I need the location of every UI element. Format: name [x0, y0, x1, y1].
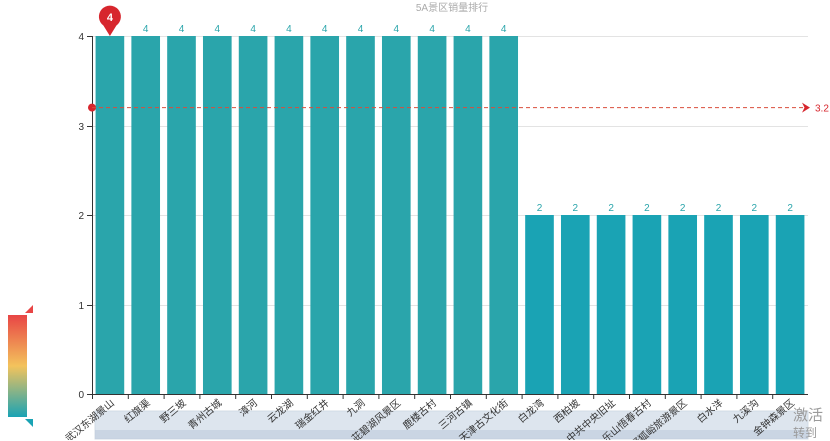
bar-value-label: 2	[787, 203, 793, 214]
bar-series	[95, 36, 805, 394]
bar[interactable]	[453, 36, 483, 394]
bar[interactable]	[417, 36, 447, 394]
activation-watermark: 激活	[793, 406, 824, 424]
bar[interactable]	[704, 215, 733, 394]
activation-watermark-sub: 转到	[793, 426, 818, 440]
bar-value-label: 4	[358, 24, 364, 35]
bar-value-label: 4	[465, 24, 471, 35]
bar-value-label: 2	[573, 203, 579, 214]
bar-value-label: 2	[752, 203, 758, 214]
average-mark-line: 3.2	[88, 102, 829, 115]
bar[interactable]	[739, 215, 769, 394]
bar-value-label: 4	[215, 24, 221, 35]
bar-value-label: 4	[250, 24, 256, 35]
bar-value-label: 2	[680, 203, 686, 214]
bar[interactable]	[202, 36, 232, 394]
chart-title: 5A景区销量排行	[416, 1, 488, 14]
data-zoom-shadow	[95, 430, 808, 439]
visual-map-control[interactable]	[8, 305, 33, 427]
bar[interactable]	[668, 215, 698, 394]
bar[interactable]	[632, 215, 662, 394]
bar[interactable]	[381, 36, 411, 394]
bar-value-label: 4	[143, 24, 149, 35]
y-tick-label: 0	[78, 390, 84, 401]
bar[interactable]	[167, 36, 196, 394]
mark-point-pin	[98, 5, 121, 36]
bar-value-label: 2	[537, 203, 543, 214]
mark-point-label: 4	[107, 12, 114, 24]
bar[interactable]	[489, 36, 519, 394]
bar-value-label: 2	[716, 203, 722, 214]
bar-value-label: 4	[501, 24, 507, 35]
bar-value-label: 4	[429, 24, 435, 35]
visual-map-bar[interactable]	[8, 315, 27, 417]
mark-line-label: 3.2	[815, 104, 829, 115]
bar[interactable]	[346, 36, 375, 394]
bar[interactable]	[310, 36, 340, 394]
bar-value-label: 2	[608, 203, 614, 214]
y-tick-label: 3	[78, 122, 84, 133]
bar-value-label: 4	[286, 24, 292, 35]
bar-value-label: 4	[394, 24, 400, 35]
y-tick-label: 1	[78, 301, 84, 312]
bar[interactable]	[131, 36, 161, 394]
y-tick-label: 2	[78, 211, 84, 222]
bar-value-label: 4	[322, 24, 328, 35]
value-labels: 4 4 4 4 4 4 4 4 4 4 4 2 2 2 2 2 2 2 2	[143, 24, 793, 214]
bar[interactable]	[596, 215, 626, 394]
y-axis: 0 1 2 3 4	[78, 32, 93, 401]
visual-map-handle-top[interactable]	[25, 305, 33, 313]
data-zoom-slider[interactable]	[94, 410, 809, 440]
y-tick-label: 4	[78, 32, 84, 43]
bar[interactable]	[238, 36, 268, 394]
max-mark-point: 4	[98, 5, 121, 36]
bar-value-label: 2	[644, 203, 650, 214]
bar[interactable]	[274, 36, 304, 394]
grid-lines	[92, 36, 808, 306]
bar[interactable]	[775, 215, 805, 394]
mark-line-arrow	[802, 102, 810, 113]
bar[interactable]	[560, 215, 590, 394]
visual-map-handle-bottom[interactable]	[25, 419, 33, 427]
bar[interactable]	[525, 215, 554, 394]
bar-value-label: 4	[179, 24, 185, 35]
bar[interactable]	[95, 36, 125, 394]
